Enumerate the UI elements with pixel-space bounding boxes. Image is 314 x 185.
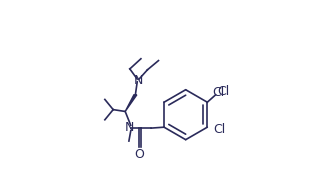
Text: N: N	[133, 74, 143, 88]
Text: Cl: Cl	[218, 85, 230, 98]
Text: O: O	[134, 148, 144, 162]
Text: N: N	[125, 121, 134, 134]
Text: Cl: Cl	[212, 85, 224, 98]
Text: Cl: Cl	[213, 122, 225, 136]
Polygon shape	[125, 95, 137, 111]
